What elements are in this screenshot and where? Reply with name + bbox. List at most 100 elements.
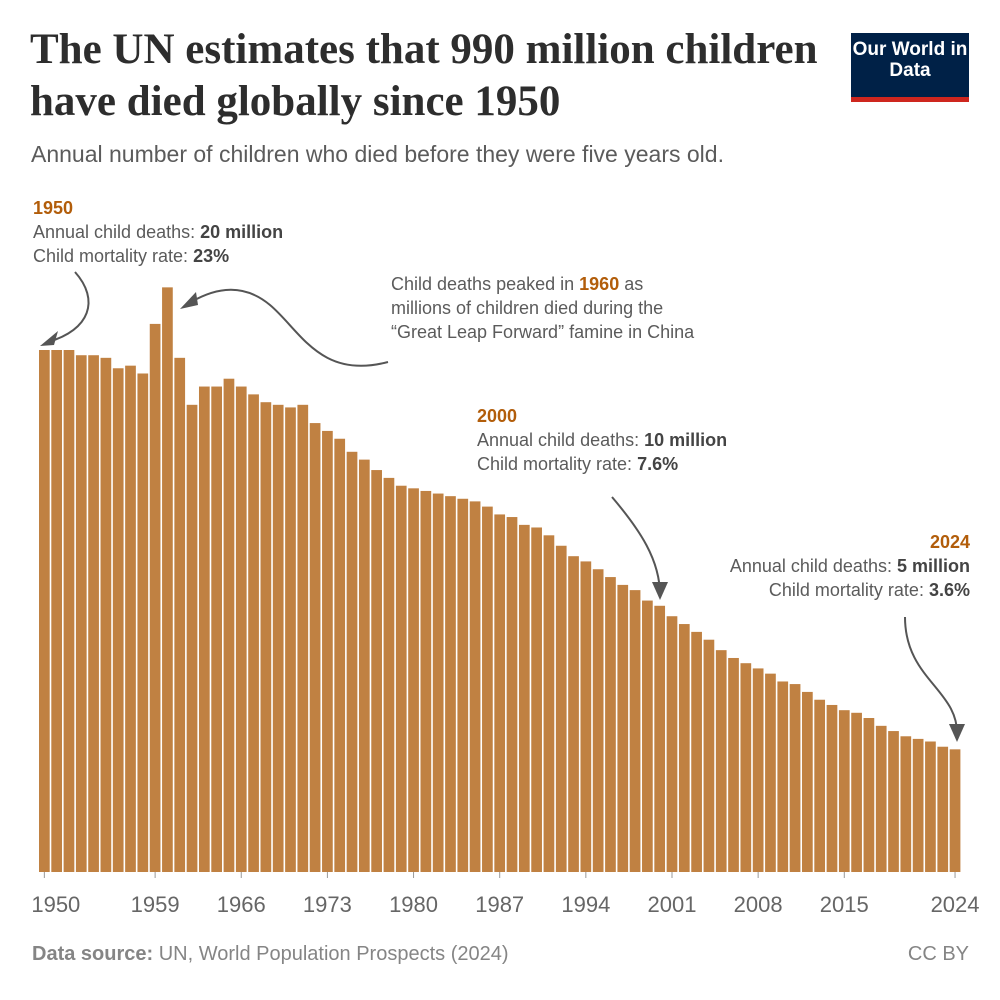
- bar-2021[interactable]: [912, 738, 924, 872]
- bar-2012[interactable]: [802, 691, 813, 872]
- bar-1951[interactable]: [51, 350, 63, 872]
- bar-1987[interactable]: [494, 514, 506, 872]
- bar-2010[interactable]: [777, 681, 789, 872]
- bar-2007[interactable]: [740, 663, 752, 872]
- bar-1990[interactable]: [531, 527, 542, 872]
- bar-1978[interactable]: [383, 477, 395, 872]
- bar-1979[interactable]: [395, 485, 407, 872]
- bar-1956[interactable]: [112, 368, 124, 872]
- bar-2017[interactable]: [863, 718, 875, 872]
- bar-1992[interactable]: [555, 545, 567, 872]
- bar-1988[interactable]: [506, 517, 518, 872]
- bar-1960[interactable]: [162, 287, 173, 872]
- arrow-heads: [40, 292, 965, 742]
- x-tick-label: 2024: [931, 892, 980, 917]
- bar-1985[interactable]: [469, 501, 481, 872]
- bar-2024[interactable]: [949, 749, 961, 872]
- bar-1989[interactable]: [518, 524, 530, 872]
- bar-2018[interactable]: [875, 725, 887, 872]
- bar-2008[interactable]: [752, 668, 764, 872]
- license[interactable]: CC BY: [907, 943, 969, 965]
- bar-1976[interactable]: [358, 459, 370, 872]
- bar-1991[interactable]: [543, 535, 555, 872]
- source-text[interactable]: UN, World Population Prospects (2024): [158, 943, 509, 965]
- bar-2003[interactable]: [691, 631, 702, 872]
- x-tick-label: 1950: [31, 892, 80, 917]
- bar-1977[interactable]: [371, 470, 382, 872]
- bar-2001[interactable]: [666, 616, 678, 872]
- bar-1980[interactable]: [408, 488, 419, 872]
- bar-1994[interactable]: [580, 561, 592, 872]
- annotation-1950: 1950 Annual child deaths: 20 million Chi…: [33, 196, 283, 268]
- bar-2004[interactable]: [703, 639, 715, 872]
- bar-1961[interactable]: [174, 357, 186, 873]
- bar-2022[interactable]: [925, 741, 936, 873]
- bar-1973[interactable]: [322, 430, 333, 872]
- bar-2000[interactable]: [654, 605, 666, 872]
- bar-2015[interactable]: [838, 710, 850, 872]
- annotation-2000: 2000 Annual child deaths: 10 million Chi…: [477, 404, 727, 476]
- bar-1998[interactable]: [629, 590, 641, 872]
- annotation-year: 1960: [579, 274, 620, 294]
- bar-1974[interactable]: [334, 438, 346, 872]
- bar-1984[interactable]: [457, 498, 469, 872]
- arrowhead-2024: [949, 724, 965, 742]
- owid-logo[interactable]: Our World in Data: [851, 33, 969, 102]
- bar-2019[interactable]: [888, 731, 899, 872]
- chart-title: The UN estimates that 990 million childr…: [30, 26, 818, 125]
- bar-1993[interactable]: [568, 556, 579, 872]
- bar-1966[interactable]: [235, 386, 247, 872]
- annotation-value: 23%: [193, 246, 230, 266]
- bar-2005[interactable]: [715, 650, 727, 872]
- bar-1981[interactable]: [420, 490, 432, 872]
- bar-2013[interactable]: [814, 699, 826, 872]
- x-tick-label: 1959: [131, 892, 180, 917]
- data-source: Data source: UN, World Population Prospe…: [32, 943, 509, 966]
- bar-1953[interactable]: [75, 355, 87, 873]
- bar-1982[interactable]: [432, 493, 444, 872]
- bar-1972[interactable]: [309, 423, 321, 872]
- x-tick-label: 1973: [303, 892, 352, 917]
- annotation-label: Annual child deaths:: [729, 556, 892, 576]
- bar-1975[interactable]: [346, 451, 358, 872]
- annotation-label: Child mortality rate:: [477, 454, 633, 474]
- bar-2006[interactable]: [728, 657, 739, 872]
- bar-1971[interactable]: [297, 404, 309, 872]
- bar-1962[interactable]: [186, 404, 198, 872]
- bar-2020[interactable]: [900, 736, 912, 872]
- bar-1995[interactable]: [592, 569, 604, 872]
- bar-2011[interactable]: [789, 684, 801, 872]
- bar-1986[interactable]: [482, 506, 493, 872]
- bar-2014[interactable]: [826, 704, 838, 872]
- bar-1955[interactable]: [100, 357, 112, 873]
- bar-1965[interactable]: [223, 378, 235, 872]
- x-tick-label: 2001: [648, 892, 697, 917]
- bar-1968[interactable]: [260, 402, 272, 872]
- bar-1952[interactable]: [63, 350, 75, 872]
- bar-1996[interactable]: [605, 577, 616, 872]
- bar-1954[interactable]: [88, 355, 99, 873]
- bar-2016[interactable]: [851, 712, 862, 872]
- bar-1950[interactable]: [39, 350, 50, 872]
- bar-1967[interactable]: [248, 394, 259, 872]
- bar-1969[interactable]: [272, 404, 284, 872]
- chart-header: The UN estimates that 990 million childr…: [30, 24, 845, 168]
- annotation-value: 10 million: [644, 430, 728, 450]
- bar-1997[interactable]: [617, 584, 629, 872]
- bar-1964[interactable]: [211, 386, 222, 872]
- bar-2009[interactable]: [765, 673, 776, 872]
- source-label: Data source:: [32, 943, 154, 965]
- annotation-label: Annual child deaths:: [33, 222, 196, 242]
- annotation-text: millions of children died during the: [391, 298, 664, 318]
- bar-1959[interactable]: [149, 323, 161, 872]
- bar-1957[interactable]: [125, 365, 136, 872]
- bar-2002[interactable]: [678, 624, 690, 872]
- bar-2023[interactable]: [937, 746, 949, 872]
- bar-1963[interactable]: [198, 386, 210, 872]
- bar-1999[interactable]: [642, 600, 653, 872]
- bar-1958[interactable]: [137, 373, 149, 872]
- bar-1983[interactable]: [445, 496, 456, 872]
- bar-1970[interactable]: [285, 407, 296, 872]
